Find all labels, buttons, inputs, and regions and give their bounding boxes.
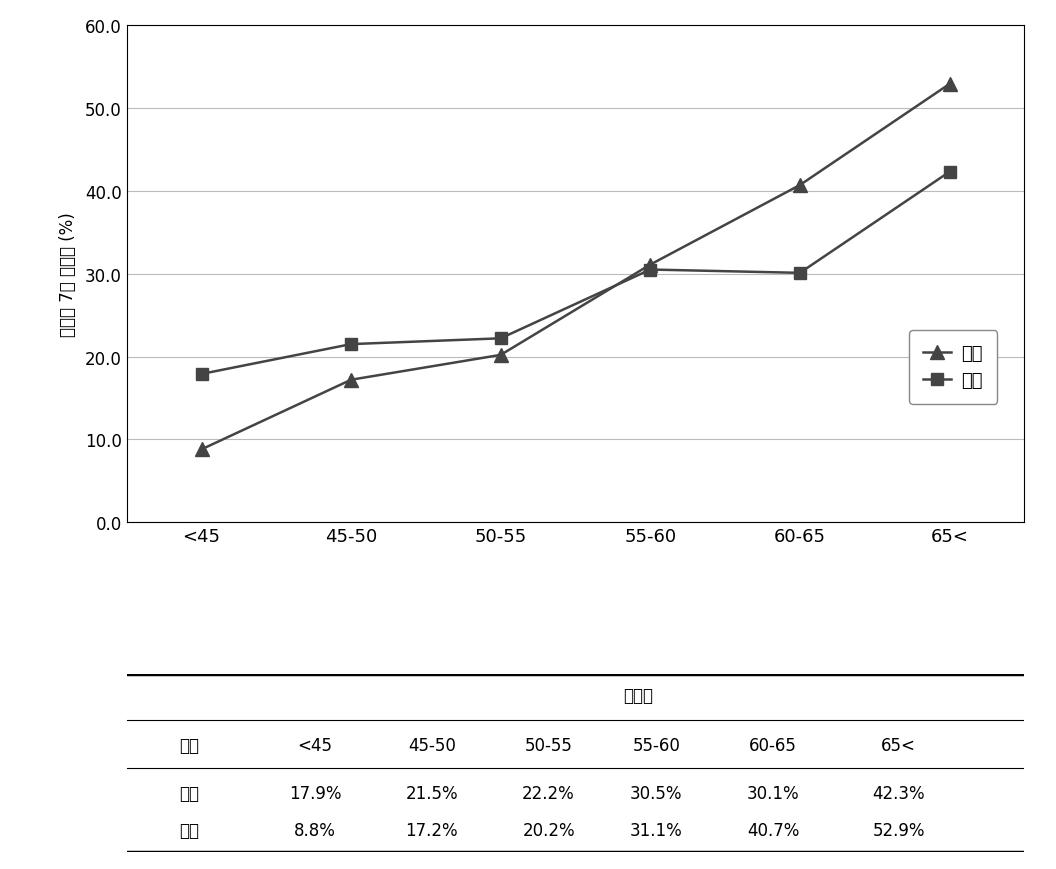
Text: 20.2%: 20.2%: [523, 821, 574, 839]
Text: 8.8%: 8.8%: [295, 821, 336, 839]
Text: 남성: 남성: [180, 784, 200, 802]
Text: 55-60: 55-60: [633, 736, 680, 754]
여성: [644, 260, 657, 270]
남성: [494, 334, 507, 344]
Y-axis label: 고혈압 7년 발생률 (%): 고혈압 7년 발생률 (%): [59, 212, 77, 336]
여성: [494, 350, 507, 361]
Text: 31.1%: 31.1%: [630, 821, 682, 839]
Text: 17.9%: 17.9%: [289, 784, 341, 802]
Text: 17.2%: 17.2%: [406, 821, 458, 839]
Legend: 여성, 남성: 여성, 남성: [909, 330, 997, 404]
Text: 40.7%: 40.7%: [747, 821, 799, 839]
Text: 52.9%: 52.9%: [872, 821, 925, 839]
남성: [644, 265, 657, 275]
Text: 22.2%: 22.2%: [523, 784, 574, 802]
여성: [943, 80, 956, 90]
Text: 50-55: 50-55: [525, 736, 572, 754]
남성: [195, 369, 208, 380]
Text: <45: <45: [298, 736, 333, 754]
Text: 42.3%: 42.3%: [872, 784, 925, 802]
Text: 성별: 성별: [180, 736, 200, 754]
여성: [344, 375, 357, 386]
남성: [943, 168, 956, 178]
Text: 여성: 여성: [180, 821, 200, 839]
Text: 30.1%: 30.1%: [747, 784, 799, 802]
남성: [344, 340, 357, 350]
Line: 남성: 남성: [195, 166, 956, 381]
Text: 60-65: 60-65: [749, 736, 797, 754]
Text: 45-50: 45-50: [408, 736, 456, 754]
Text: 30.5%: 30.5%: [630, 784, 682, 802]
여성: [195, 445, 208, 455]
Text: 연령별: 연령별: [623, 687, 654, 705]
Text: 65<: 65<: [881, 736, 917, 754]
여성: [793, 181, 806, 191]
남성: [793, 269, 806, 279]
Text: 21.5%: 21.5%: [406, 784, 458, 802]
Line: 여성: 여성: [194, 78, 957, 457]
